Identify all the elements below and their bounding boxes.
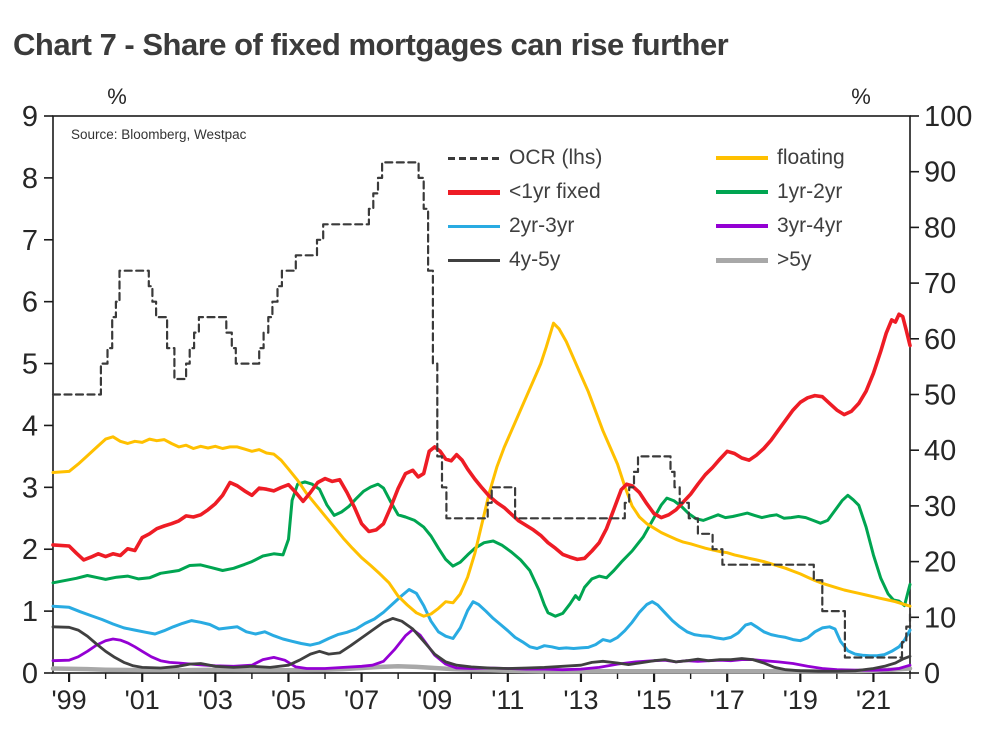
gt5y-line-swatch-icon: [716, 257, 768, 263]
x-axis-tick-label: '03: [198, 685, 233, 715]
x-axis-tick-label: '01: [125, 685, 160, 715]
x-axis-tick-label: '07: [344, 685, 379, 715]
legend-label: floating: [777, 146, 845, 169]
legend-item-1yr-2yr: 1yr-2yr: [716, 175, 951, 209]
legend: OCR (lhs) <1yr fixed 2yr-3yr 4y-5y float…: [448, 141, 951, 277]
right-axis-tick-label: 70: [924, 268, 956, 300]
left-axis-tick-label: 1: [22, 596, 38, 628]
right-axis-tick-label: 40: [924, 435, 956, 467]
right-axis-tick-label: 10: [924, 602, 956, 634]
right-axis-tick-label: 30: [924, 491, 956, 523]
series-line-2yr-3yr: [51, 588, 912, 658]
right-axis-tick-label: 50: [924, 380, 956, 412]
2yr-3yr-line-swatch-icon: [448, 224, 500, 228]
series-line-1yr-2yr: [51, 480, 912, 618]
right-axis-tick-label: 20: [924, 547, 956, 579]
legend-item-lt1yr: <1yr fixed: [448, 175, 716, 209]
page-title: Chart 7 - Share of fixed mortgages can r…: [13, 26, 729, 62]
legend-item-3yr-4yr: 3yr-4yr: [716, 209, 951, 243]
legend-label: <1yr fixed: [509, 180, 601, 203]
1yr-2yr-line-swatch-icon: [716, 190, 768, 194]
right-axis-tick-label: 90: [924, 157, 956, 189]
legend-label: 1yr-2yr: [777, 180, 843, 203]
series-line-ocr-lhs-: [51, 161, 912, 659]
x-axis-tick-label: '21: [856, 685, 891, 715]
series-line--1yr-fixed: [51, 312, 912, 562]
legend-item-ocr: OCR (lhs): [448, 141, 716, 175]
legend-item-4y-5y: 4y-5y: [448, 243, 716, 277]
left-axis-tick-label: 6: [22, 287, 38, 319]
3yr-4yr-line-swatch-icon: [716, 224, 768, 228]
left-axis-tick-label: 5: [22, 349, 38, 381]
x-axis-tick-label: '09: [417, 685, 452, 715]
right-axis-tick-label: 80: [924, 212, 956, 244]
x-axis-tick-label: '13: [563, 685, 598, 715]
left-axis-tick-label: 8: [22, 163, 38, 195]
right-axis-unit-label: %: [851, 84, 871, 109]
x-axis-tick-label: '17: [710, 685, 745, 715]
left-axis-unit-label: %: [107, 84, 127, 109]
legend-label: 2yr-3yr: [509, 214, 575, 237]
left-axis-tick-label: 9: [22, 101, 38, 133]
legend-item-floating: floating: [716, 141, 951, 175]
x-axis-tick-label: '15: [636, 685, 671, 715]
legend-item-2yr-3yr: 2yr-3yr: [448, 209, 716, 243]
x-axis-tick-label: '99: [51, 685, 86, 715]
legend-label: 3yr-4yr: [777, 214, 843, 237]
legend-item-gt5y: >5y: [716, 243, 951, 277]
x-axis-tick-label: '11: [491, 685, 524, 715]
left-axis-tick-label: 3: [22, 472, 38, 504]
legend-label: 4y-5y: [509, 248, 561, 271]
x-axis-tick-label: '19: [783, 685, 818, 715]
right-axis-tick-label: 0: [924, 658, 940, 690]
right-axis-tick-label: 100: [924, 101, 972, 133]
series-line-floating: [51, 321, 912, 618]
x-axis-tick-label: '05: [271, 685, 306, 715]
left-axis-tick-label: 2: [22, 534, 38, 566]
4y-5y-line-swatch-icon: [448, 258, 500, 262]
ocr-line-swatch-icon: [448, 156, 500, 160]
lt1yr-line-swatch-icon: [448, 189, 500, 195]
series-line--5y: [50, 664, 913, 674]
floating-line-swatch-icon: [716, 156, 768, 160]
legend-label: >5y: [777, 248, 812, 271]
right-axis-tick-label: 60: [924, 324, 956, 356]
left-axis-tick-label: 4: [22, 410, 38, 442]
series-line-4y-5y: [51, 617, 912, 673]
left-axis-tick-label: 0: [22, 658, 38, 690]
legend-label: OCR (lhs): [509, 146, 603, 169]
source-note: Source: Bloomberg, Westpac: [71, 127, 247, 142]
left-axis-tick-label: 7: [22, 225, 38, 257]
